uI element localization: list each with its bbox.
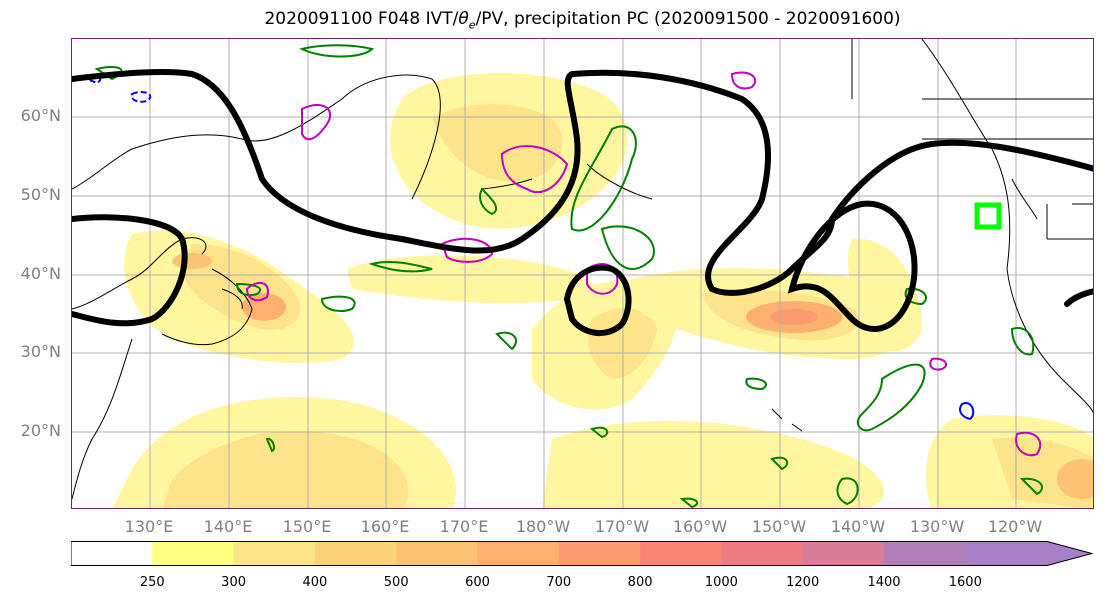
- coastlines: [72, 39, 1093, 500]
- colorbar-outline: [70, 541, 1094, 566]
- colorbar-tick-label: 300: [221, 575, 247, 590]
- colorbar-svg: [70, 541, 1094, 566]
- colorbar-tick-label: 1600: [948, 575, 982, 590]
- lat-label-50n: 50°N: [20, 185, 61, 204]
- lat-label-40n: 40°N: [20, 264, 61, 283]
- lat-label-20n: 20°N: [20, 421, 61, 440]
- colorbar-tick-label: 400: [302, 575, 328, 590]
- colorbar-segment: [477, 541, 560, 566]
- colorbar-segment: [314, 541, 397, 566]
- lon-label-160e: 160°E: [360, 517, 410, 536]
- colorbar-segments: [71, 541, 1092, 566]
- lon-label-130e: 130°E: [124, 517, 174, 536]
- map-svg: [72, 39, 1093, 508]
- colorbar-segment: [721, 541, 804, 566]
- lon-label-180w: 180°W: [515, 517, 571, 536]
- colorbar-tick-label: 600: [465, 575, 490, 590]
- pv-contours: [72, 68, 1093, 337]
- figure-title: 2020091100 F048 IVT/θe/PV, precipitation…: [264, 9, 901, 32]
- colorbar-tick-label: 700: [546, 575, 572, 590]
- colorbar-segment: [884, 541, 966, 566]
- lon-label-170w: 170°W: [594, 517, 650, 536]
- colorbar-segment: [396, 541, 478, 566]
- colorbar-segment: [558, 541, 641, 566]
- colorbar-tick-label: 1200: [786, 575, 820, 590]
- colorbar-segment: [965, 541, 1092, 566]
- lon-label-140e: 140°E: [203, 517, 253, 536]
- lon-label-150e: 150°E: [282, 517, 332, 536]
- colorbar-segment: [802, 541, 885, 566]
- colorbar-segment: [233, 541, 316, 566]
- lon-label-160w: 160°W: [672, 517, 728, 536]
- lat-label-30n: 30°N: [20, 342, 61, 361]
- colorbar-tick-label: 250: [139, 575, 165, 590]
- colorbar: [70, 541, 1094, 566]
- theta-contours: [79, 71, 1042, 457]
- colorbar-tick-label: 1400: [867, 575, 901, 590]
- lon-label-120w: 120°W: [987, 517, 1043, 536]
- colorbar-segment: [640, 541, 722, 566]
- colorbar-segment: [152, 541, 235, 566]
- lon-label-170e: 170°E: [439, 517, 489, 536]
- colorbar-tick-label: 800: [627, 575, 653, 590]
- lon-label-130w: 130°W: [909, 517, 965, 536]
- lon-label-150w: 150°W: [751, 517, 807, 536]
- precip-contours: [94, 44, 1043, 508]
- lon-label-140w: 140°W: [830, 517, 886, 536]
- colorbar-tick-label: 1000: [704, 575, 738, 590]
- colorbar-tick-label: 500: [383, 575, 409, 590]
- colorbar-segment: [71, 541, 153, 566]
- map-panel[interactable]: [71, 38, 1094, 509]
- lat-label-60n: 60°N: [20, 106, 61, 125]
- target-box: [974, 202, 1002, 230]
